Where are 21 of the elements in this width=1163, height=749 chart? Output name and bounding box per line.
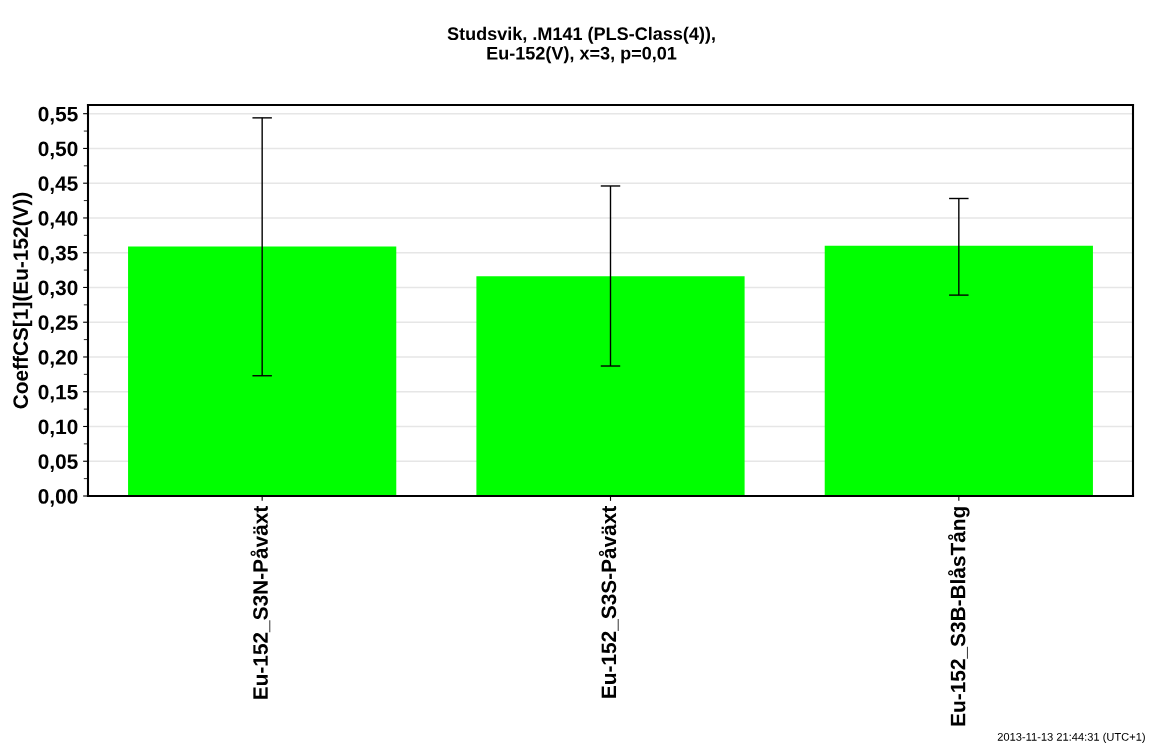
bar (128, 246, 397, 496)
y-tick-label: 0,15 (38, 384, 78, 403)
y-tick-label: 0,35 (38, 245, 78, 264)
bar (824, 245, 1093, 496)
text: 2013-11-13 21:44:31 (UTC+1) (997, 732, 1145, 743)
y-tick-label: 0,20 (38, 349, 78, 368)
chart-title: Studsvik, .M141 (PLS-Class(4)), Eu-152(V), x=3, p=0,01 (447, 26, 715, 64)
x-tick-label: Eu-152_S3B-BlåsTång (948, 507, 970, 726)
bar (476, 276, 745, 496)
y-axis-title: CoeffCS[1](Eu-152(V)) (12, 192, 33, 409)
y-tick-label: 0,50 (38, 141, 78, 160)
x-tick-label: Eu-152_S3N-Påväxt (250, 505, 271, 699)
y-tick-label: 0,00 (38, 489, 78, 507)
y-tick-label: 0,40 (38, 210, 78, 229)
y-tick-label: 0,05 (38, 454, 78, 473)
y-tick-label: 0,25 (38, 315, 78, 333)
y-tick-label: 0,10 (38, 419, 78, 438)
x-tick-label: Eu-152_S3S-Påväxt (598, 505, 619, 698)
y-tick-label: 0,45 (38, 176, 78, 194)
y-tick-label: 0,55 (38, 106, 78, 125)
y-tick-label: 0,30 (38, 280, 78, 299)
